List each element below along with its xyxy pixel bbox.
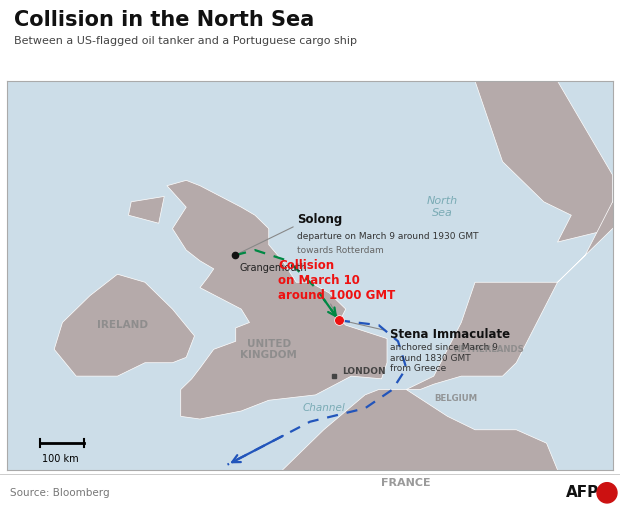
Text: Collision in the North Sea: Collision in the North Sea xyxy=(14,10,314,30)
Text: towards Rotterdam: towards Rotterdam xyxy=(297,246,384,255)
Text: LONDON: LONDON xyxy=(342,367,386,376)
Text: Channel: Channel xyxy=(303,403,345,413)
Text: Solong: Solong xyxy=(297,212,342,226)
Circle shape xyxy=(597,483,617,503)
Text: 100 km: 100 km xyxy=(42,454,79,464)
Text: AFP: AFP xyxy=(566,485,600,500)
Text: BELGIUM: BELGIUM xyxy=(434,394,477,404)
Text: UNITED
KINGDOM: UNITED KINGDOM xyxy=(241,339,297,360)
Text: Between a US-flagged oil tanker and a Portuguese cargo ship: Between a US-flagged oil tanker and a Po… xyxy=(14,37,357,46)
Text: Source: Bloomberg: Source: Bloomberg xyxy=(10,488,110,498)
Text: FRANCE: FRANCE xyxy=(381,479,431,488)
Text: departure on March 9 around 1930 GMT: departure on March 9 around 1930 GMT xyxy=(297,232,479,241)
Text: NETHERLANDS: NETHERLANDS xyxy=(453,345,525,354)
Text: North
Sea: North Sea xyxy=(427,196,458,218)
Text: anchored since March 9
around 1830 GMT
from Greece: anchored since March 9 around 1830 GMT f… xyxy=(390,343,498,373)
Text: Stena Immaculate: Stena Immaculate xyxy=(390,329,510,341)
Text: IRELAND: IRELAND xyxy=(97,320,148,330)
Text: Grangemouth: Grangemouth xyxy=(239,263,307,273)
Text: Collision
on March 10
around 1000 GMT: Collision on March 10 around 1000 GMT xyxy=(278,259,396,302)
